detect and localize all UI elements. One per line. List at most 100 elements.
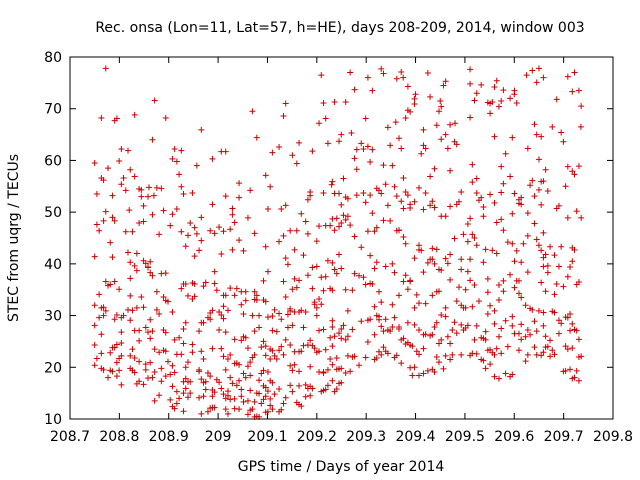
- data-point: [338, 335, 345, 342]
- data-point: [524, 351, 531, 358]
- data-point: [338, 265, 345, 272]
- data-point: [411, 255, 418, 262]
- data-point: [240, 247, 247, 254]
- data-point: [167, 396, 174, 403]
- data-point: [260, 367, 267, 374]
- data-point: [540, 309, 547, 316]
- data-point: [353, 146, 360, 153]
- data-point: [278, 206, 285, 213]
- data-point: [320, 326, 327, 333]
- data-point: [367, 158, 374, 165]
- data-point: [404, 192, 411, 199]
- data-point: [509, 371, 516, 378]
- data-point: [309, 285, 316, 292]
- data-point: [540, 322, 547, 329]
- data-point: [451, 235, 458, 242]
- data-point: [438, 136, 445, 143]
- data-point: [429, 256, 436, 263]
- data-point: [176, 334, 183, 341]
- data-point: [431, 204, 438, 211]
- data-point: [136, 220, 143, 227]
- data-point: [164, 298, 171, 305]
- data-point: [202, 378, 209, 385]
- data-point: [329, 317, 336, 324]
- data-point: [184, 394, 191, 401]
- data-point: [116, 367, 123, 374]
- data-point: [320, 190, 327, 197]
- data-point: [562, 343, 569, 350]
- data-point: [473, 90, 480, 97]
- data-point: [264, 388, 271, 395]
- data-point: [407, 205, 414, 212]
- data-point: [118, 339, 125, 346]
- data-point: [431, 368, 438, 375]
- data-point: [125, 249, 132, 256]
- data-point: [220, 228, 227, 235]
- data-point: [369, 87, 376, 94]
- data-point: [293, 160, 300, 167]
- data-point: [447, 251, 454, 258]
- data-point: [307, 192, 314, 199]
- data-point: [278, 343, 285, 350]
- data-point: [149, 211, 156, 218]
- data-point: [109, 368, 116, 375]
- data-point: [371, 228, 378, 235]
- data-point: [196, 368, 203, 375]
- data-point: [200, 393, 207, 400]
- data-point: [577, 123, 584, 130]
- data-point: [531, 344, 538, 351]
- data-point: [427, 202, 434, 209]
- data-point: [500, 288, 507, 295]
- data-point: [187, 378, 194, 385]
- data-point: [473, 175, 480, 182]
- data-point: [347, 69, 354, 76]
- data-point: [316, 223, 323, 230]
- data-point: [240, 398, 247, 405]
- data-point: [242, 297, 249, 304]
- data-point: [467, 215, 474, 222]
- data-point: [133, 250, 140, 257]
- data-point: [533, 351, 540, 358]
- data-point: [262, 172, 269, 179]
- data-point: [276, 347, 283, 354]
- data-point: [216, 327, 223, 334]
- data-point: [458, 321, 465, 328]
- data-point: [437, 97, 444, 104]
- data-point: [378, 323, 385, 330]
- data-point: [416, 300, 423, 307]
- data-point: [475, 298, 482, 305]
- data-point: [518, 294, 525, 301]
- data-point: [133, 267, 140, 274]
- data-point: [553, 281, 560, 288]
- data-point: [336, 138, 343, 145]
- data-point: [362, 354, 369, 361]
- data-point: [396, 227, 403, 234]
- data-point: [136, 378, 143, 385]
- data-point: [91, 322, 98, 329]
- data-point: [411, 101, 418, 108]
- data-point: [293, 227, 300, 234]
- data-point: [564, 214, 571, 221]
- data-point: [347, 368, 354, 375]
- data-point: [491, 83, 498, 90]
- data-point: [393, 352, 400, 359]
- data-point: [256, 377, 263, 384]
- data-point: [480, 203, 487, 210]
- data-point: [258, 400, 265, 407]
- data-point: [276, 143, 283, 150]
- data-point: [224, 410, 231, 417]
- data-point: [109, 214, 116, 221]
- data-point: [96, 291, 103, 298]
- data-point: [491, 307, 498, 314]
- y-tick-label: 60: [44, 153, 62, 169]
- data-point: [433, 246, 440, 253]
- data-point: [162, 373, 169, 380]
- data-point: [196, 247, 203, 254]
- data-point: [102, 307, 109, 314]
- data-point: [442, 131, 449, 138]
- data-point: [369, 210, 376, 217]
- data-point: [569, 320, 576, 327]
- data-point: [540, 229, 547, 236]
- data-point: [407, 277, 414, 284]
